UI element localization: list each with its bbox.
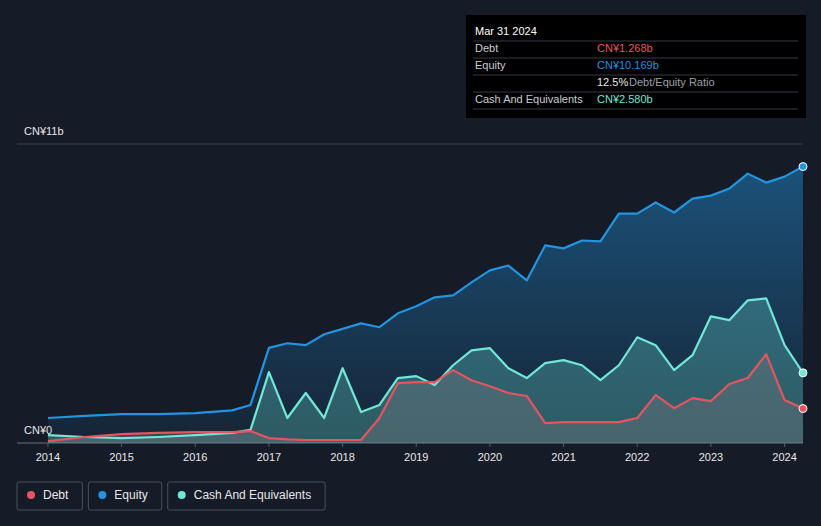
tooltip-box <box>466 15 806 118</box>
x-tick <box>710 443 711 447</box>
legend-label: Debt <box>43 488 69 502</box>
tooltip-label: Debt <box>475 42 498 54</box>
x-tick-label: 2022 <box>625 451 649 463</box>
tooltip-value: 12.5% <box>597 76 628 88</box>
area <box>48 167 803 443</box>
legend-button[interactable] <box>17 482 82 510</box>
x-tick <box>637 443 638 447</box>
x-tick <box>268 443 269 447</box>
x-tick-label: 2018 <box>330 451 354 463</box>
x-tick-label: 2014 <box>36 451 60 463</box>
legend-button[interactable] <box>88 482 161 510</box>
x-tick <box>342 443 343 447</box>
tooltip-label: Cash And Equivalents <box>475 93 583 105</box>
y-tick-label: CN¥11b <box>24 125 64 137</box>
tooltip-title: Mar 31 2024 <box>475 25 537 37</box>
x-tick-label: 2024 <box>772 451 796 463</box>
legend-item[interactable]: Equity <box>88 482 161 510</box>
x-tick-label: 2020 <box>478 451 502 463</box>
x-tick-label: 2017 <box>257 451 281 463</box>
x-tick <box>47 443 48 447</box>
x-tick-label: 2023 <box>699 451 723 463</box>
legend-button[interactable] <box>168 482 325 510</box>
legend-item[interactable]: Debt <box>17 482 82 510</box>
legend-swatch <box>98 491 106 499</box>
end-point <box>799 163 807 171</box>
legend-swatch <box>178 491 186 499</box>
x-tick <box>563 443 564 447</box>
legend-label: Cash And Equivalents <box>194 488 311 502</box>
legend-label: Equity <box>114 488 147 502</box>
tooltip-label: Debt/Equity Ratio <box>629 76 715 88</box>
area <box>48 298 803 443</box>
end-point <box>799 405 807 413</box>
chart: CN¥0 CN¥11b 2014 2015 2016 2017 2018 2019 2020 20… <box>0 0 821 526</box>
x-tick-label: 2021 <box>551 451 575 463</box>
tooltip-value: CN¥2.580b <box>597 93 653 105</box>
area <box>48 354 803 443</box>
legend-item[interactable]: Cash And Equivalents <box>168 482 325 510</box>
x-tick <box>416 443 417 447</box>
x-tick <box>121 443 122 447</box>
x-tick <box>195 443 196 447</box>
tooltip-value: CN¥1.268b <box>597 42 653 54</box>
line <box>48 298 803 438</box>
line <box>48 354 803 441</box>
tooltip-separator <box>473 109 798 110</box>
tooltip: Mar 31 2024 Debt CN¥1.268b Equity CN¥10.169b… <box>466 15 806 118</box>
grid-line <box>17 144 803 145</box>
legend-swatch <box>27 491 35 499</box>
background <box>0 0 821 526</box>
y-tick-label: CN¥0 <box>24 424 52 436</box>
plot-area <box>48 167 803 443</box>
x-tick-label: 2016 <box>183 451 207 463</box>
grid <box>17 144 803 443</box>
x-tick-label: 2019 <box>404 451 428 463</box>
x-tick-label: 2015 <box>109 451 133 463</box>
x-tick <box>784 443 785 447</box>
tooltip-value: CN¥10.169b <box>597 59 659 71</box>
tooltip-label: Equity <box>475 59 506 71</box>
x-tick <box>489 443 490 447</box>
end-point <box>799 369 807 377</box>
